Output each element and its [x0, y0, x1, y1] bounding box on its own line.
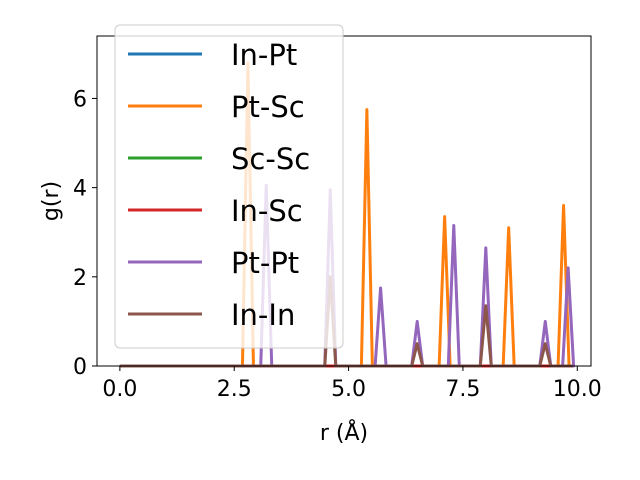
y-tick-label: 0: [73, 355, 87, 380]
y-axis: 0 2 4 6: [73, 87, 97, 380]
legend-box: [114, 24, 344, 349]
x-tick-label: 7.5: [445, 377, 480, 402]
legend-label: In-Sc: [231, 194, 303, 228]
x-tick-label: 2.5: [217, 377, 252, 402]
y-tick-label: 4: [73, 177, 87, 202]
legend-label: Sc-Sc: [231, 142, 310, 176]
x-tick-label: 10.0: [553, 377, 602, 402]
x-axis-label: r (Å): [320, 419, 368, 446]
plot-frame: [96, 35, 592, 367]
y-tick-label: 2: [73, 266, 87, 291]
legend: In-Pt Pt-Sc Sc-Sc In-Sc Pt-Pt In-In: [114, 24, 344, 349]
x-axis: 0.0 2.5 5.0 7.5 10.0: [102, 366, 602, 402]
legend-label: In-Pt: [231, 38, 297, 72]
legend-label: In-In: [231, 298, 295, 332]
x-tick-label: 5.0: [331, 377, 366, 402]
legend-label: Pt-Sc: [231, 90, 305, 124]
y-axis-label: g(r): [39, 181, 64, 221]
x-tick-label: 0.0: [102, 377, 137, 402]
legend-label: Pt-Pt: [231, 246, 299, 280]
y-tick-label: 6: [73, 87, 87, 112]
